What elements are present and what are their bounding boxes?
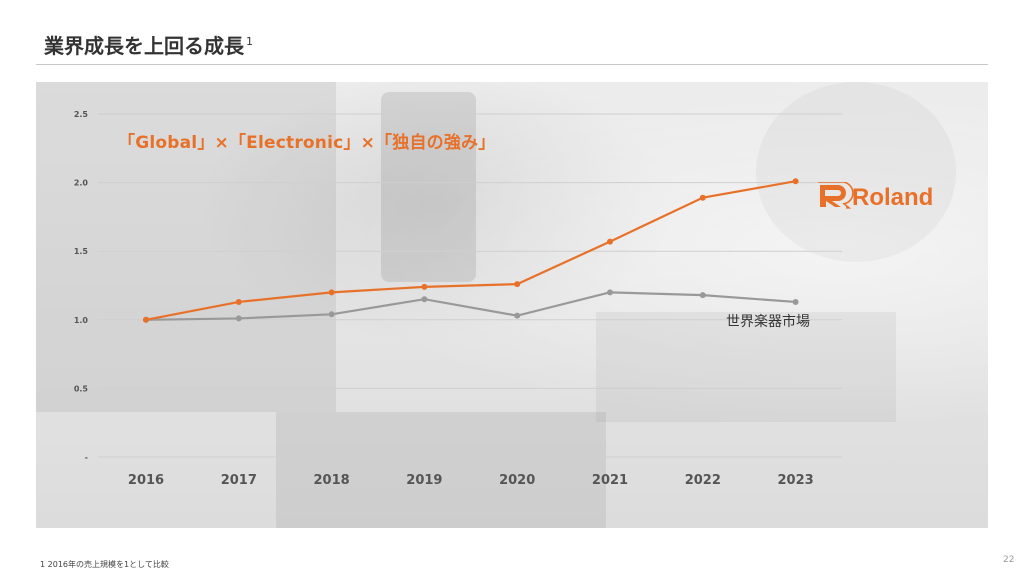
series-line (145, 180, 796, 321)
data-point (328, 311, 335, 318)
x-tick-label: 2019 (406, 473, 442, 488)
data-point (421, 283, 428, 290)
x-tick-label: 2017 (221, 473, 257, 488)
page-number: 22 (1003, 555, 1015, 565)
data-point (792, 298, 799, 305)
x-tick-label: 2020 (499, 473, 535, 488)
grid-layer (98, 113, 842, 458)
data-point (514, 281, 521, 288)
y-tick-label: 1.5 (74, 247, 89, 256)
x-tick-label: 2016 (128, 473, 164, 488)
line-chart: - 0.5 1.0 1.5 2.0 2.5 2016 2017 2018 2019 2020 202… (74, 110, 842, 488)
data-point (143, 316, 149, 323)
y-tick-label: 0.5 (74, 384, 89, 393)
x-tick-label: 2023 (778, 473, 814, 488)
series-layer (143, 178, 799, 323)
y-tick-label: - (85, 453, 88, 462)
slide-title: 業界成長を上回る成長 1 (44, 30, 253, 59)
roland-r-logo-icon (818, 182, 854, 209)
series-label-market: 世界楽器市場 (726, 313, 810, 330)
x-axis-ticks: 2016 2017 2018 2019 2020 2021 2022 2023 (128, 473, 814, 488)
y-tick-label: 2.5 (74, 110, 89, 119)
data-point (235, 315, 242, 322)
data-point (328, 289, 335, 296)
data-point (699, 194, 706, 201)
x-tick-label: 2018 (314, 473, 350, 488)
data-point (514, 312, 521, 319)
series-line (145, 291, 796, 321)
y-tick-label: 2.0 (74, 179, 89, 188)
background-photo (36, 82, 988, 528)
x-tick-label: 2021 (592, 473, 628, 488)
data-point (235, 298, 242, 305)
tagline: 「Global」×「Electronic」×「独自の強み」 (118, 133, 496, 153)
slide-title-text: 業界成長を上回る成長 (44, 34, 244, 58)
title-note-marker: 1 (246, 35, 253, 49)
data-point (421, 296, 428, 303)
x-tick-label: 2022 (685, 473, 721, 488)
roland-logo: Roland (818, 182, 933, 210)
data-point (699, 292, 706, 299)
data-point (607, 289, 613, 296)
footnote: 1 2016年の売上規模を1として比較 (40, 560, 169, 569)
y-axis-ticks: - 0.5 1.0 1.5 2.0 2.5 (74, 110, 89, 462)
data-point (792, 178, 799, 185)
data-point (607, 238, 613, 245)
title-divider (36, 64, 988, 65)
y-tick-label: 1.0 (74, 316, 89, 325)
logo-text: Roland (852, 184, 933, 210)
